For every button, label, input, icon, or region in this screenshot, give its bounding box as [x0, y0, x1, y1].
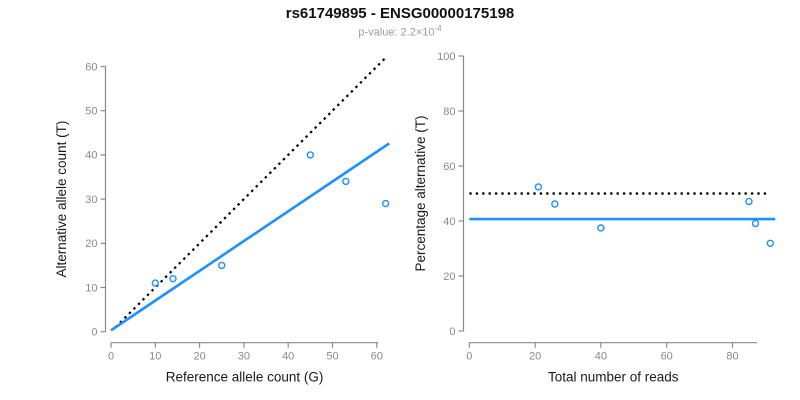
y-tick-label: 80 [443, 106, 455, 118]
data-point [751, 219, 760, 228]
x-tick-label: 40 [595, 351, 607, 363]
y-axis-title: Percentage alternative (T) [413, 115, 428, 271]
data-point [342, 177, 350, 186]
x-tick-label: 20 [193, 351, 205, 363]
x-tick-label: 30 [238, 351, 250, 363]
y-tick-label: 40 [85, 150, 97, 162]
y-tick-label: 10 [85, 282, 97, 294]
y-tick-label: 0 [449, 326, 455, 338]
data-point [766, 239, 775, 247]
percentage-alternative-plot: 0 20 40 60 80 100 0 20 40 60 80 Total number of rea… [413, 51, 776, 385]
pvalue-exponent: -4 [434, 24, 442, 33]
x-tick-label: 0 [108, 351, 114, 363]
data-point [381, 199, 390, 208]
figure-subtitle: p-value: 2.2×10-4 [0, 24, 800, 39]
x-axis-title: Reference allele count (G) [166, 370, 324, 385]
pvalue-text: p-value: 2.2×10 [358, 26, 435, 39]
y-axis-title: Alternative allele count (T) [54, 121, 69, 278]
data-point [151, 279, 160, 287]
y-tick-label: 60 [85, 61, 97, 73]
x-tick-label: 10 [149, 351, 161, 363]
y-tick-label: 20 [85, 238, 97, 250]
x-tick-label: 60 [661, 351, 673, 363]
x-tick-label: 20 [529, 351, 541, 363]
data-point [745, 197, 753, 206]
y-tick-label: 0 [91, 327, 97, 339]
data-point [534, 183, 543, 191]
y-tick-label: 60 [443, 161, 455, 173]
x-tick-label: 50 [326, 351, 338, 363]
data-point [169, 274, 177, 283]
y-tick-label: 40 [443, 216, 455, 228]
x-tick-label: 40 [282, 351, 294, 363]
figure-title: rs61749895 - ENSG00000175198 [285, 5, 515, 22]
x-axis-title: Total number of reads [548, 370, 679, 385]
y-tick-label: 30 [85, 194, 97, 206]
y-tick-label: 50 [85, 106, 97, 118]
x-tick-label: 60 [371, 351, 383, 363]
data-point [597, 224, 605, 232]
data-point [218, 261, 226, 270]
data-point [551, 200, 559, 208]
y-tick-label: 20 [443, 271, 455, 283]
y-tick-label: 100 [437, 51, 455, 63]
x-tick-label: 0 [466, 351, 472, 363]
data-point [306, 151, 315, 159]
x-tick-label: 80 [726, 351, 738, 363]
fit-line [110, 142, 390, 332]
allele-counts-plot: 0 10 20 30 40 50 60 0 10 20 30 40 50 60 Reference alle… [54, 55, 390, 385]
